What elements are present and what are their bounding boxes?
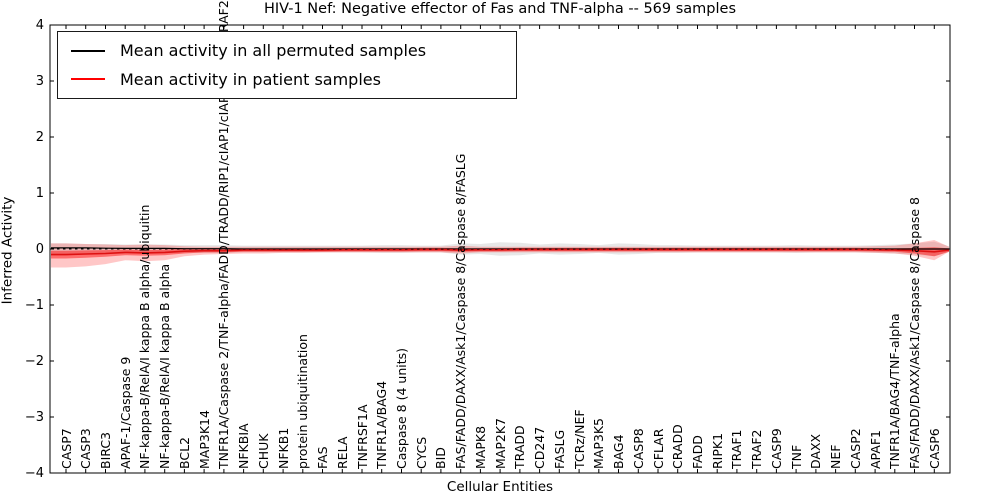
- patient-mean-line: [51, 248, 950, 256]
- y-tick-label: 2: [35, 129, 44, 145]
- y-tick-label: 3: [35, 73, 44, 89]
- x-tick-label: CHUK: [255, 433, 271, 469]
- x-tick-label: TRAF2: [749, 429, 765, 469]
- y-tick-label: −2: [24, 353, 44, 369]
- x-tick-label: CASP9: [768, 428, 784, 469]
- x-tick-label: BAG4: [611, 434, 626, 469]
- x-tick-label: CASP3: [78, 428, 94, 469]
- x-tick-label: FADD: [690, 435, 705, 469]
- x-tick-label: CASP8: [630, 428, 646, 469]
- x-tick-label: CASP6: [926, 428, 942, 469]
- y-tick-label: −1: [24, 297, 44, 313]
- x-tick-label: BIRC3: [98, 431, 113, 469]
- y-tick-label: 4: [35, 17, 44, 33]
- x-tick-label: BID: [433, 447, 449, 469]
- x-tick-label: APAF-1/Caspase 9: [117, 356, 133, 469]
- legend: Mean activity in all permuted samples Me…: [57, 31, 517, 99]
- legend-label-patient: Mean activity in patient samples: [120, 69, 381, 89]
- x-tick-label: NFKBIA: [236, 423, 252, 469]
- y-tick-label: 0: [35, 241, 44, 257]
- x-tick-label: CRADD: [670, 424, 686, 469]
- x-axis-label: Cellular Entities: [446, 479, 554, 495]
- x-tick-label: TNFRSF1A: [354, 404, 370, 470]
- y-tick-label: 1: [35, 185, 44, 201]
- legend-line-black-icon: [71, 49, 105, 52]
- x-tick-label: CYCS: [413, 436, 429, 469]
- x-tick-label: TNF: [788, 444, 804, 469]
- x-tick-label: BCL2: [176, 436, 192, 469]
- x-tick-label: DAXX: [808, 433, 824, 469]
- x-tick-label: NEF: [828, 444, 844, 469]
- legend-line-red-icon: [71, 78, 105, 81]
- x-tick-label: TCRz/NEF: [571, 409, 587, 469]
- x-tick-label: MAPK8: [472, 425, 488, 469]
- x-tick-label: FAS: [315, 446, 330, 469]
- x-tick-label: FAS/FADD/DAXX/Ask1/Caspase 8/Caspase 8/F…: [453, 153, 469, 469]
- x-tick-label: RIPK1: [709, 432, 725, 469]
- x-tick-label: TRAF1: [729, 429, 745, 469]
- x-tick-label: APAF1: [867, 430, 883, 469]
- x-tick-label: MAP2K7: [492, 418, 508, 469]
- x-tick-label: CASP7: [58, 428, 74, 469]
- x-tick-label: CD247: [532, 426, 548, 469]
- legend-label-permuted: Mean activity in all permuted samples: [120, 41, 427, 61]
- x-tick-label: NF-kappa-B/RelA/I kappa B alpha: [157, 263, 173, 469]
- x-tick-label: NFKB1: [275, 427, 291, 469]
- x-tick-label: FASLG: [551, 429, 567, 469]
- y-tick-label: −4: [24, 465, 44, 481]
- legend-item-patient: Mean activity in patient samples: [58, 70, 516, 89]
- x-tick-label: FAS/FADD/DAXX/Ask1/Caspase 8/Caspase 8: [907, 196, 922, 469]
- x-tick-label: TNFR1A/BAG4/TNF-alpha: [887, 313, 903, 469]
- x-tick-label: MAP3K14: [196, 410, 212, 469]
- y-tick-label: −3: [24, 409, 44, 425]
- x-tick-label: NF-kappa-B/RelA/I kappa B alpha/ubiquiti…: [137, 204, 153, 469]
- x-tick-label: TNFR1A/BAG4: [374, 380, 390, 469]
- x-tick-label: RELA: [334, 436, 350, 469]
- x-tick-label: CFLAR: [650, 428, 666, 469]
- x-tick-label: CASP2: [847, 428, 863, 469]
- x-tick-label: MAP3K5: [591, 418, 607, 469]
- legend-item-permuted: Mean activity in all permuted samples: [58, 41, 516, 60]
- x-tick-label: Caspase 8 (4 units): [394, 347, 409, 469]
- x-tick-label: protein ubiquitination: [295, 334, 311, 469]
- x-tick-label: TRADD: [512, 425, 528, 469]
- patient-outer-band: [51, 240, 949, 268]
- chart-title: HIV-1 Nef: Negative effector of Fas and …: [263, 1, 737, 17]
